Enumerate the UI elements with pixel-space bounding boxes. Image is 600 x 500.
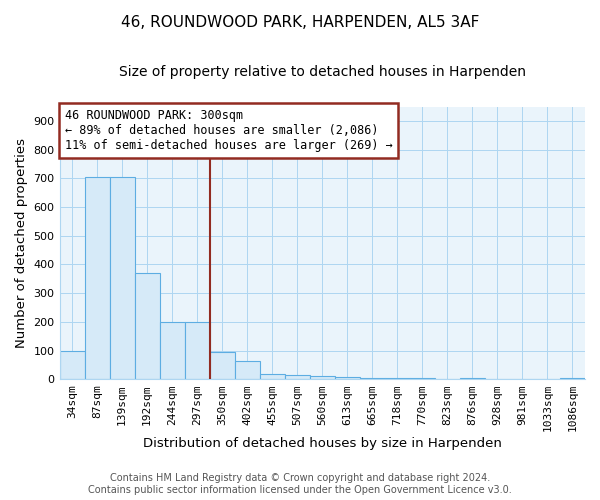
Title: Size of property relative to detached houses in Harpenden: Size of property relative to detached ho… <box>119 65 526 79</box>
Bar <box>335 378 360 380</box>
Text: 46, ROUNDWOOD PARK, HARPENDEN, AL5 3AF: 46, ROUNDWOOD PARK, HARPENDEN, AL5 3AF <box>121 15 479 30</box>
Bar <box>385 378 410 380</box>
Bar <box>285 375 310 380</box>
Bar <box>209 352 235 380</box>
Bar <box>134 273 160 380</box>
Bar <box>360 378 385 380</box>
Y-axis label: Number of detached properties: Number of detached properties <box>15 138 28 348</box>
Text: 46 ROUNDWOOD PARK: 300sqm
← 89% of detached houses are smaller (2,086)
11% of se: 46 ROUNDWOOD PARK: 300sqm ← 89% of detac… <box>65 110 392 152</box>
Bar <box>59 350 85 380</box>
Bar <box>185 322 209 380</box>
Bar <box>110 178 134 380</box>
Bar <box>310 376 335 380</box>
Bar <box>260 374 285 380</box>
Bar <box>410 378 435 380</box>
Bar <box>85 178 110 380</box>
Bar <box>235 360 260 380</box>
Bar <box>560 378 585 380</box>
Bar <box>160 322 185 380</box>
Text: Contains HM Land Registry data © Crown copyright and database right 2024.
Contai: Contains HM Land Registry data © Crown c… <box>88 474 512 495</box>
Bar <box>460 378 485 380</box>
X-axis label: Distribution of detached houses by size in Harpenden: Distribution of detached houses by size … <box>143 437 502 450</box>
